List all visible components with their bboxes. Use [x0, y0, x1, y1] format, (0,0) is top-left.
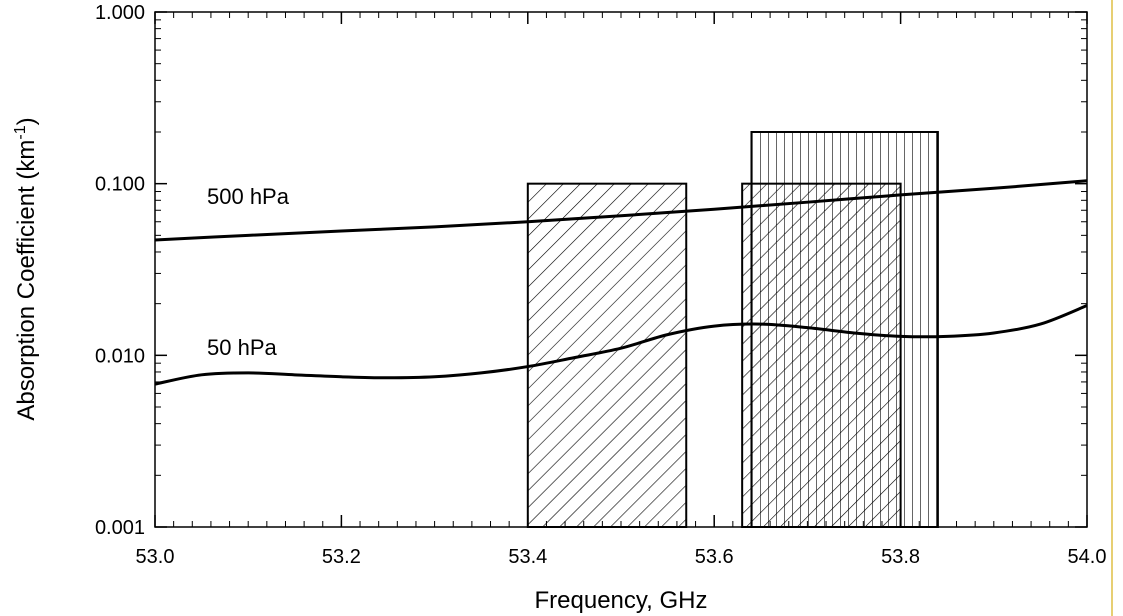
y-tick-label: 0.100	[95, 174, 145, 196]
series-label-500hpa: 500 hPa	[207, 184, 290, 209]
y-axis-title-main: Absorption Coefficient (km	[13, 140, 40, 421]
band-1-diagonal	[526, 182, 688, 529]
y-axis-title-superscript: -1	[12, 125, 29, 139]
y-tick-label: 0.001	[95, 517, 145, 539]
x-axis-title: Frequency, GHz	[535, 587, 708, 614]
curve-500hpa	[154, 179, 1088, 242]
x-tick-label: 53.2	[322, 546, 361, 568]
x-tick-label: 53.6	[695, 546, 734, 568]
curve-50hpa	[154, 304, 1088, 386]
curve-label-500: 500 hPa	[207, 184, 290, 209]
y-tick-label: 1.000	[95, 2, 145, 24]
x-tick-label: 53.0	[136, 546, 175, 568]
curve-label-50: 50 hPa	[207, 335, 277, 360]
absorption-curves	[154, 179, 1088, 386]
x-tick-label: 54.0	[1068, 546, 1107, 568]
axis-ticks: 53.0 53.2 53.4 53.6 53.8 54.0 0.001 0.010 0.100 1…	[95, 2, 1107, 568]
x-tick-label: 53.4	[508, 546, 547, 568]
series-label-50hpa: 50 hPa	[207, 335, 277, 360]
window-edge-divider	[1111, 0, 1113, 616]
y-axis-title: Absorption Coefficient (km-1)	[12, 117, 40, 420]
x-tick-label: 53.8	[881, 546, 920, 568]
frequency-bands	[526, 130, 939, 529]
band-3-vertical	[750, 130, 939, 529]
y-tick-label: 0.010	[95, 345, 145, 367]
y-axis-title-close: )	[13, 117, 40, 125]
